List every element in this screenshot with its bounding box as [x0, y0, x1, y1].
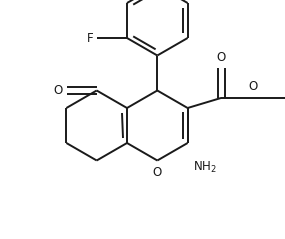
Text: F: F [87, 32, 93, 44]
Text: O: O [248, 80, 257, 93]
Text: O: O [153, 165, 162, 179]
Text: O: O [54, 84, 63, 97]
Text: O: O [217, 51, 226, 64]
Text: NH$_2$: NH$_2$ [193, 160, 217, 175]
